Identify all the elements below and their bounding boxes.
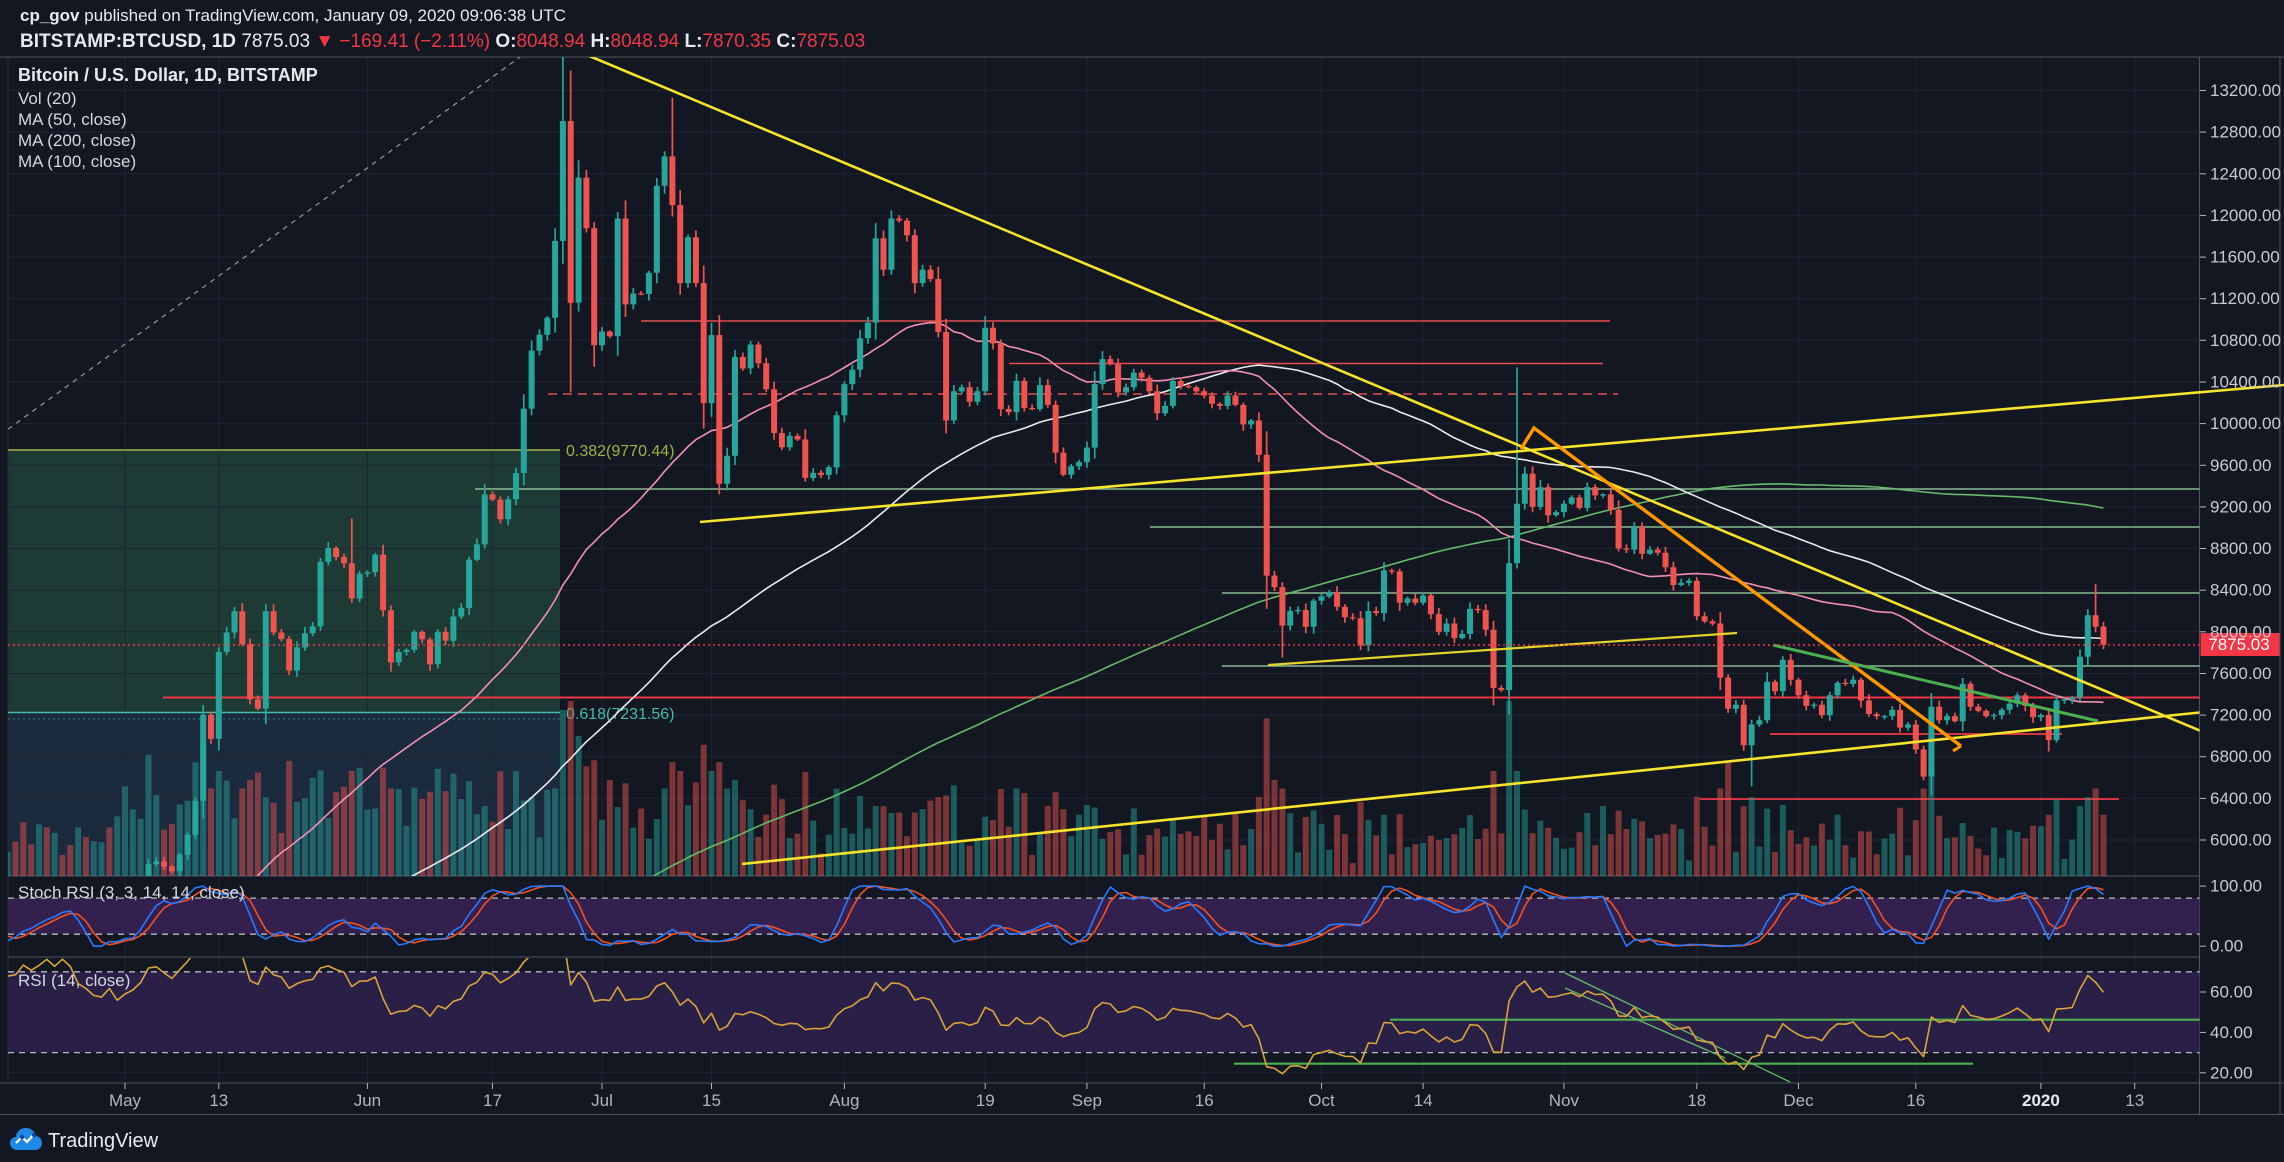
svg-text:7200.00: 7200.00 [2210, 706, 2271, 725]
svg-text:13: 13 [2125, 1091, 2144, 1110]
svg-text:19: 19 [976, 1091, 995, 1110]
svg-text:Aug: Aug [829, 1091, 859, 1110]
svg-text:cp_gov published on TradingVie: cp_gov published on TradingView.com, Jan… [20, 6, 566, 25]
svg-text:15: 15 [702, 1091, 721, 1110]
svg-text:Dec: Dec [1783, 1091, 1814, 1110]
svg-text:10800.00: 10800.00 [2210, 331, 2281, 350]
svg-text:10000.00: 10000.00 [2210, 414, 2281, 433]
svg-text:11200.00: 11200.00 [2210, 289, 2280, 308]
svg-text:Vol (20): Vol (20) [18, 89, 77, 108]
svg-text:16: 16 [1906, 1091, 1925, 1110]
svg-text:6400.00: 6400.00 [2210, 789, 2271, 808]
svg-text:Sep: Sep [1072, 1091, 1102, 1110]
svg-text:0.618(7231.56): 0.618(7231.56) [566, 706, 675, 723]
svg-text:Oct: Oct [1308, 1091, 1335, 1110]
svg-text:9600.00: 9600.00 [2210, 456, 2271, 475]
svg-text:8000.00: 8000.00 [2210, 622, 2271, 641]
svg-text:6800.00: 6800.00 [2210, 747, 2271, 766]
svg-text:MA (50, close): MA (50, close) [18, 110, 127, 129]
svg-text:40.00: 40.00 [2210, 1023, 2253, 1042]
svg-text:BITSTAMP:BTCUSD, 1D 7875.03 ▼: BITSTAMP:BTCUSD, 1D 7875.03 ▼ −169.41 (−… [20, 31, 865, 52]
svg-text:17: 17 [483, 1091, 502, 1110]
svg-text:12400.00: 12400.00 [2210, 164, 2281, 183]
svg-text:0.382(9770.44): 0.382(9770.44) [566, 443, 675, 460]
svg-text:Jun: Jun [354, 1091, 381, 1110]
svg-text:7875.03: 7875.03 [2208, 635, 2269, 654]
svg-text:12800.00: 12800.00 [2210, 123, 2281, 142]
svg-text:Jul: Jul [591, 1091, 613, 1110]
svg-text:16: 16 [1195, 1091, 1214, 1110]
svg-text:60.00: 60.00 [2210, 983, 2253, 1002]
svg-text:May: May [109, 1091, 142, 1110]
svg-text:8800.00: 8800.00 [2210, 539, 2271, 558]
svg-text:Stoch RSI (3, 3, 14, 14, close: Stoch RSI (3, 3, 14, 14, close) [18, 883, 245, 902]
svg-text:14: 14 [1414, 1091, 1433, 1110]
svg-text:9200.00: 9200.00 [2210, 497, 2271, 516]
svg-text:7600.00: 7600.00 [2210, 664, 2271, 683]
svg-text:13200.00: 13200.00 [2210, 81, 2281, 100]
svg-text:20.00: 20.00 [2210, 1063, 2253, 1082]
svg-text:Bitcoin / U.S. Dollar, 1D, BIT: Bitcoin / U.S. Dollar, 1D, BITSTAMP [18, 65, 318, 85]
svg-text:MA (100, close): MA (100, close) [18, 152, 136, 171]
svg-text:10400.00: 10400.00 [2210, 373, 2281, 392]
svg-text:11600.00: 11600.00 [2210, 248, 2280, 267]
svg-text:2020: 2020 [2022, 1091, 2060, 1110]
svg-text:100.00: 100.00 [2210, 877, 2262, 896]
svg-text:MA (200, close): MA (200, close) [18, 131, 136, 150]
svg-text:13: 13 [209, 1091, 228, 1110]
svg-text:8400.00: 8400.00 [2210, 581, 2271, 600]
svg-text:6000.00: 6000.00 [2210, 831, 2271, 850]
svg-text:12000.00: 12000.00 [2210, 206, 2281, 225]
svg-text:RSI (14, close): RSI (14, close) [18, 971, 130, 990]
svg-text:0.00: 0.00 [2210, 937, 2243, 956]
svg-text:TradingView: TradingView [48, 1130, 159, 1152]
svg-text:Nov: Nov [1549, 1091, 1580, 1110]
svg-text:18: 18 [1687, 1091, 1706, 1110]
